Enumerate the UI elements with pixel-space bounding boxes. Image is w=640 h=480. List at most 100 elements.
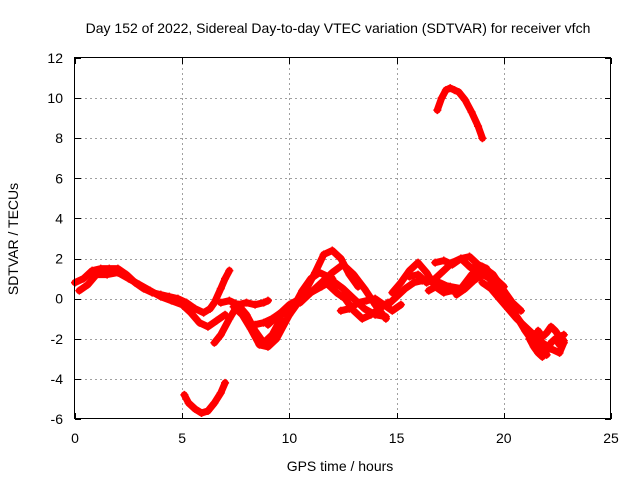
series-track-1 — [71, 264, 215, 317]
y-tick-label: -4 — [51, 371, 64, 387]
data-point — [388, 288, 397, 297]
series-track-21 — [534, 322, 568, 341]
data-point — [263, 296, 272, 305]
series-line — [324, 281, 392, 323]
data-point — [328, 268, 337, 277]
data-point — [441, 86, 450, 95]
data-point — [354, 298, 363, 307]
data-point — [551, 326, 560, 335]
data-point — [388, 306, 397, 315]
data-point — [229, 302, 238, 311]
data-point — [366, 310, 375, 319]
data-point — [328, 246, 337, 255]
data-point — [358, 314, 367, 323]
data-point — [238, 310, 247, 319]
data-point — [529, 330, 538, 339]
data-point — [405, 272, 414, 281]
data-point — [285, 300, 294, 309]
data-point — [263, 320, 272, 329]
data-point — [360, 284, 369, 293]
data-point — [191, 404, 200, 413]
data-point — [452, 290, 461, 299]
y-tick-label: -2 — [51, 331, 64, 347]
data-point — [384, 300, 393, 309]
data-point — [339, 260, 347, 269]
data-point — [113, 268, 122, 277]
data-point — [433, 106, 442, 115]
data-point — [246, 324, 255, 333]
data-point — [478, 134, 487, 143]
data-point — [296, 298, 305, 307]
data-point — [461, 284, 470, 293]
data-point — [446, 282, 455, 291]
data-point — [401, 284, 410, 293]
data-point — [546, 322, 555, 331]
data-point — [75, 286, 84, 295]
data-point — [534, 348, 543, 357]
data-point — [197, 408, 206, 417]
data-point — [323, 280, 332, 289]
x-tick-labels: 0 5 10 15 20 25 — [71, 430, 619, 446]
data-point — [431, 274, 440, 283]
data-point — [467, 108, 476, 117]
data-point — [439, 256, 448, 265]
data-point — [456, 254, 465, 263]
series-line — [180, 379, 229, 417]
data-point — [251, 320, 260, 329]
series-line — [433, 84, 486, 142]
series-line — [388, 259, 456, 297]
data-point — [195, 318, 204, 327]
data-point — [422, 278, 431, 287]
data-point — [371, 294, 380, 303]
series-track-3 — [206, 266, 234, 313]
data-point — [474, 122, 483, 131]
data-point — [186, 308, 195, 317]
data-point — [251, 300, 260, 309]
series-track-11 — [336, 294, 405, 315]
data-point — [216, 388, 225, 397]
data-point — [242, 298, 251, 307]
data-point — [328, 276, 337, 285]
x-axis-label: GPS time / hours — [287, 458, 394, 474]
data-point — [362, 296, 371, 305]
x-tick-label: 10 — [282, 430, 298, 446]
data-point — [216, 298, 225, 307]
data-point — [336, 254, 345, 263]
data-point — [546, 338, 555, 347]
data-point — [263, 342, 272, 351]
data-point — [212, 316, 221, 325]
x-tick-label: 5 — [178, 430, 186, 446]
x-tick-label: 15 — [389, 430, 405, 446]
data-point — [474, 266, 483, 275]
data-point — [555, 332, 564, 341]
data-point — [180, 390, 189, 399]
data-point — [167, 296, 176, 305]
data-point — [221, 378, 230, 387]
data-point — [396, 278, 405, 287]
data-point — [504, 304, 513, 313]
series-track-19 — [478, 278, 568, 357]
data-point — [191, 304, 200, 313]
data-point — [259, 298, 268, 307]
data-point — [332, 288, 341, 297]
data-point — [206, 304, 215, 313]
data-point — [467, 270, 476, 279]
data-point — [439, 266, 448, 275]
data-point — [88, 266, 97, 275]
data-point — [446, 84, 455, 93]
y-tick-label: 0 — [55, 291, 63, 307]
data-point — [203, 406, 212, 415]
axis-ticks — [75, 58, 612, 420]
data-point — [225, 296, 234, 305]
series-line — [75, 269, 229, 331]
data-point — [285, 310, 294, 319]
x-tick-label: 25 — [603, 430, 619, 446]
data-point — [555, 348, 564, 357]
y-tick-labels: -6 -4 -2 0 2 4 6 8 10 12 — [47, 50, 63, 427]
data-point — [274, 310, 283, 319]
chart-title: Day 152 of 2022, Sidereal Day-to-day VTE… — [86, 20, 591, 36]
data-point — [339, 284, 347, 293]
data-point — [135, 280, 144, 289]
data-point — [103, 270, 112, 279]
data-point — [431, 258, 440, 267]
